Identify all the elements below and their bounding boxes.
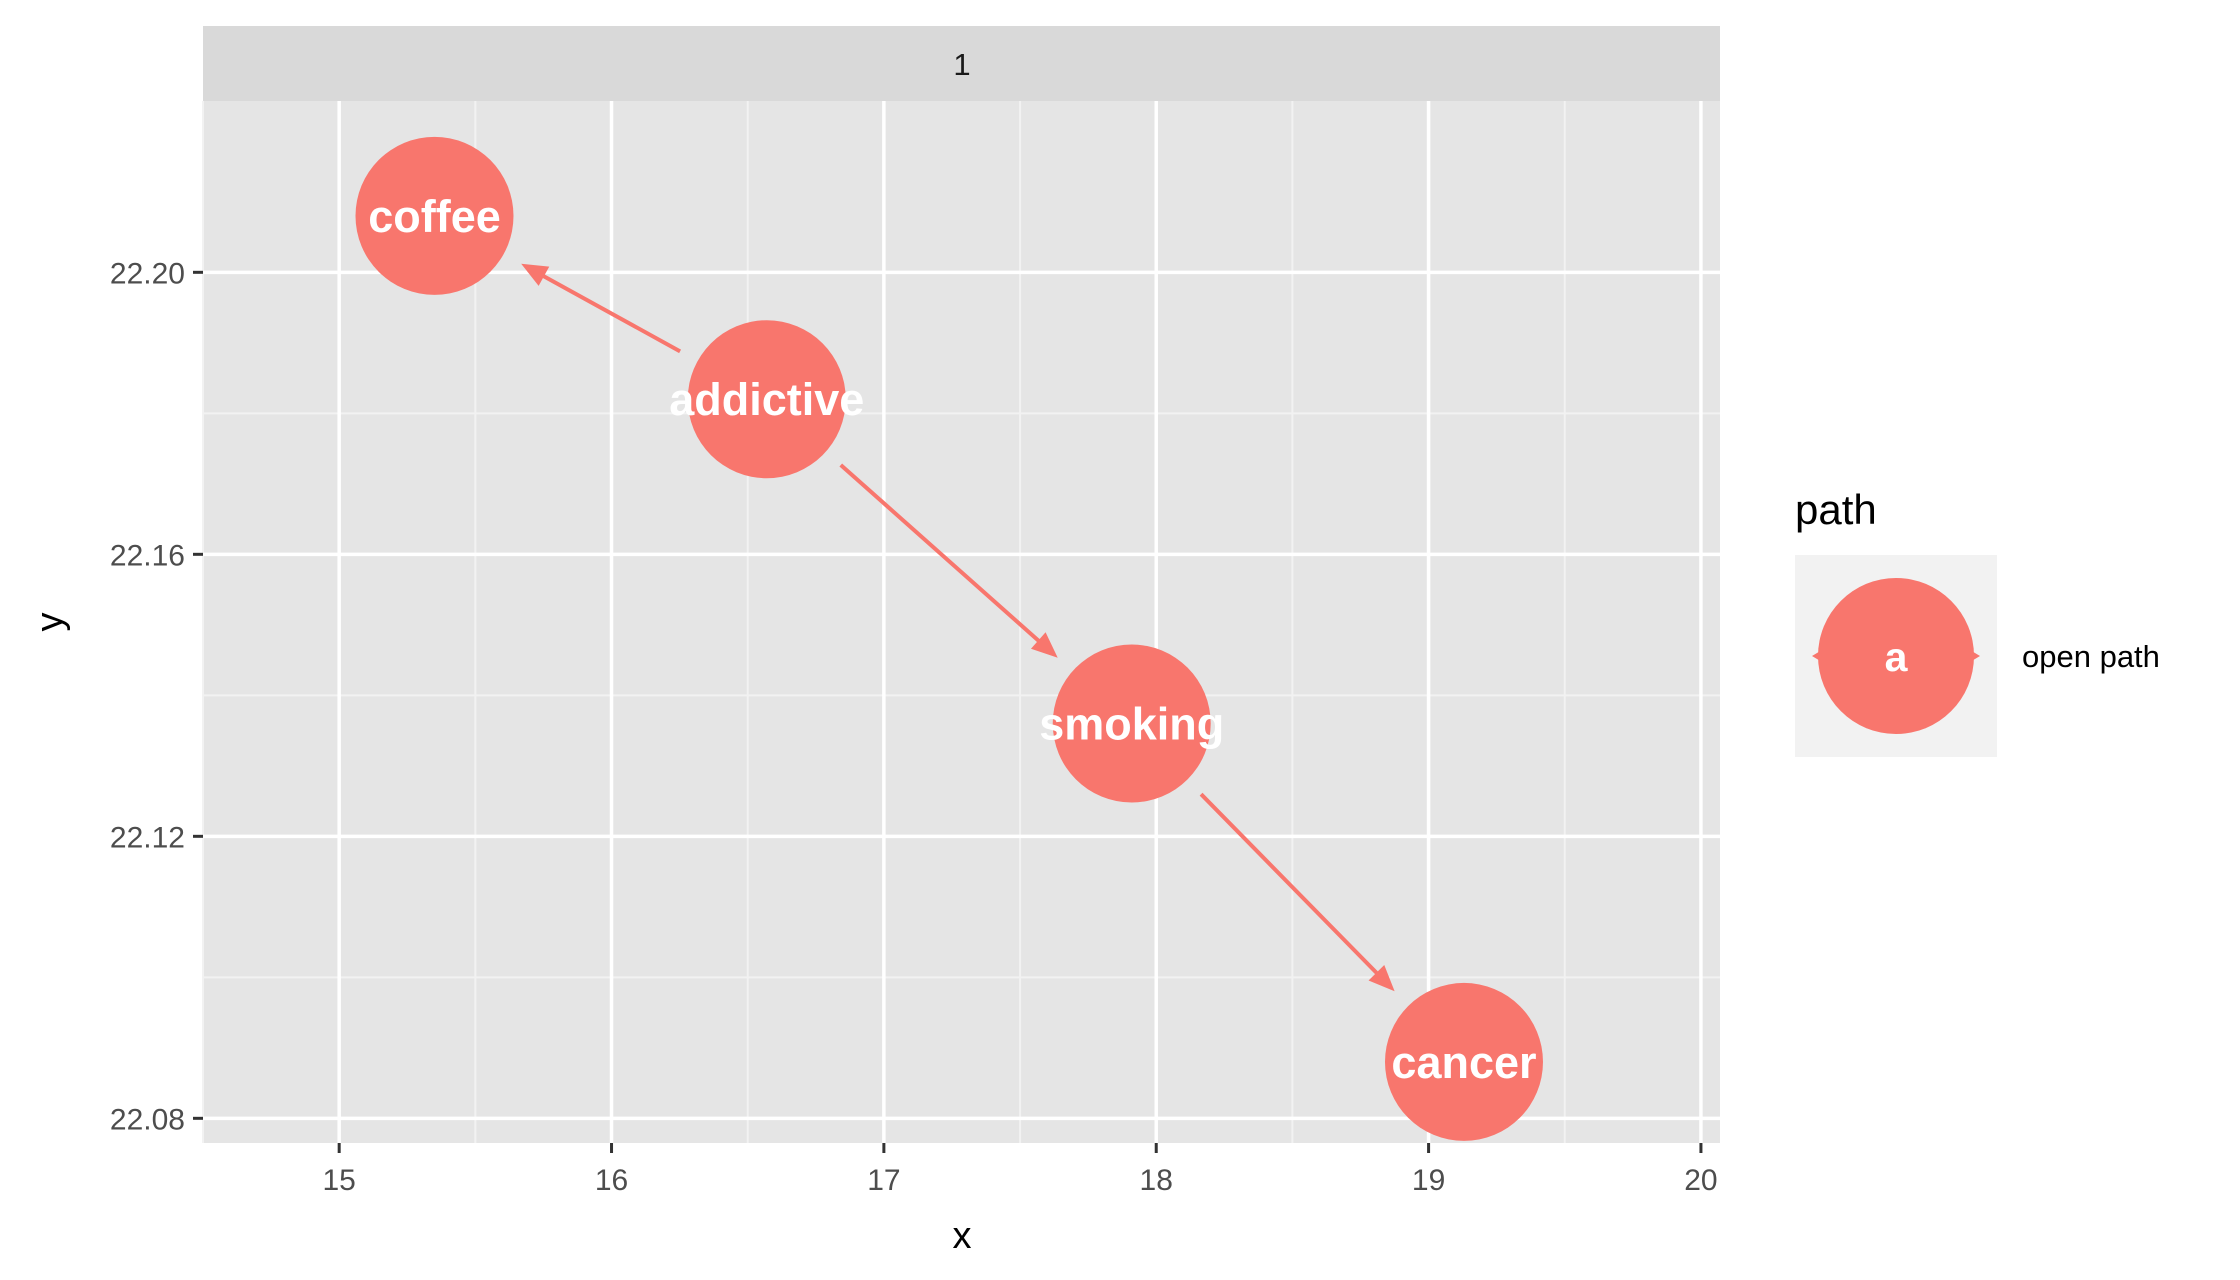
x-axis: 15 16 17 18 19 20 [322,1143,1718,1197]
x-axis-title: x [953,1215,972,1257]
node-cancer [1384,982,1543,1141]
y-tick-label: 22.12 [110,821,185,854]
x-tick-label: 18 [1140,1164,1173,1197]
arrowhead-smoking-cancer [1368,965,1395,992]
legend-title: path [1795,486,1877,533]
node-label-addictive: addictive [669,374,864,425]
legend-key-circle [1818,578,1974,734]
x-tick-label: 17 [867,1164,900,1197]
facet-strip [203,26,1720,101]
y-axis-title: y [29,613,71,632]
edge-addictive-smoking [839,463,1052,653]
node-addictive [687,320,846,479]
x-tick-label: 19 [1412,1164,1445,1197]
y-tick-label: 22.20 [110,257,185,290]
arrowhead-addictive-smoking [1030,632,1058,658]
node-coffee [355,136,514,295]
x-tick-label: 15 [322,1164,355,1197]
x-tick-label: 20 [1684,1164,1717,1197]
y-axis: 22.08 22.12 22.16 22.20 [110,257,203,1136]
edge-addictive-coffee [528,266,682,354]
legend-entry-open-path: open path [2022,639,2160,674]
facet-strip-label: 1 [953,47,970,82]
node-label-coffee: coffee [368,191,501,242]
dag-edges [521,263,1395,992]
edge-smoking-cancer [1199,792,1390,986]
legend-key-label: a [1885,634,1909,680]
arrowhead-addictive-coffee [521,263,550,286]
x-tick-label: 16 [595,1164,628,1197]
y-tick-label: 22.16 [110,539,185,572]
node-smoking [1052,644,1211,803]
legend: path a open path [1795,486,2160,757]
dag-nodes: coffee addictive smoking cancer [355,136,1543,1141]
node-label-cancer: cancer [1391,1037,1536,1088]
node-label-smoking: smoking [1039,699,1224,750]
minor-gridlines [202,101,1720,1143]
y-tick-label: 22.08 [110,1103,185,1136]
